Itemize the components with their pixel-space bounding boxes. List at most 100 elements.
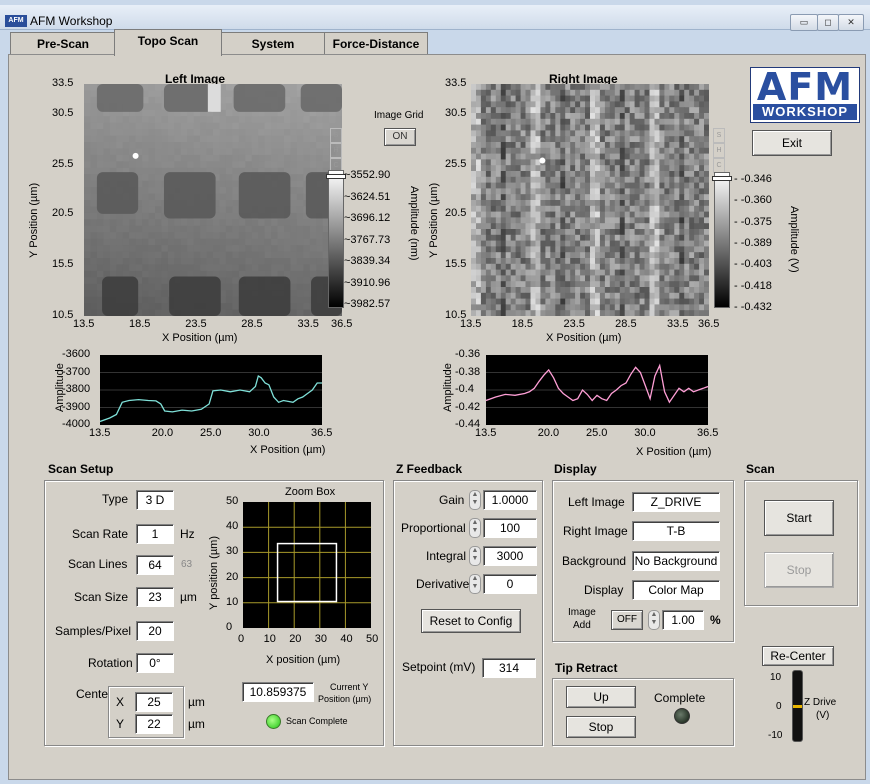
right-ytick: 33.5	[445, 77, 467, 89]
zoom-ytick: 20	[226, 570, 239, 583]
left-colorbar-slider[interactable]	[326, 174, 346, 179]
derivative-field[interactable]: 0	[483, 574, 537, 594]
right-image-plot[interactable]	[471, 84, 709, 316]
scan-lines-field[interactable]: 64	[136, 555, 174, 575]
image-grid-toggle[interactable]: ON	[384, 128, 416, 146]
close-button[interactable]: ✕	[838, 14, 864, 31]
left-image-feature	[163, 172, 216, 219]
scan-lines-label: Scan Lines	[68, 557, 128, 571]
right-xtick: 18.5	[511, 318, 534, 330]
setpoint-field[interactable]: 314	[482, 658, 536, 678]
image-add-toggle[interactable]: OFF	[611, 610, 643, 630]
close-icon: ✕	[847, 17, 855, 27]
integral-spinner[interactable]: ▲ ▼	[469, 546, 481, 566]
right-image-select-label: Right Image	[563, 524, 628, 538]
right-h-button[interactable]: H	[713, 143, 725, 158]
right-xtick: 13.5	[460, 318, 482, 330]
tab-pre-scan[interactable]: Pre-Scan	[10, 32, 116, 55]
left-image-feature	[300, 84, 342, 112]
right-ytick: 20.5	[445, 206, 467, 219]
left-ytick: 15.5	[52, 257, 74, 270]
rotation-field[interactable]: 0°	[136, 653, 174, 673]
profile-ytick: -3600	[62, 348, 91, 360]
proportional-label: Proportional	[401, 521, 466, 535]
scan-title: Scan	[746, 462, 775, 476]
profile-xtick: 30.0	[248, 427, 270, 439]
right-c-button[interactable]: C	[713, 158, 725, 173]
tab-system[interactable]: System	[220, 32, 326, 55]
profile-ytick: -0.38	[455, 365, 481, 378]
gain-field[interactable]: 1.0000	[483, 490, 537, 510]
setpoint-label: Setpoint (mV)	[402, 660, 476, 674]
left-image-select[interactable]: Z_DRIVE	[632, 492, 720, 512]
right-colorbar-title: Amplitude (V)	[788, 206, 800, 273]
left-ytick: 33.5	[52, 77, 74, 89]
right-colorbar-tick: - -0.346	[734, 173, 772, 185]
app-icon: AFM	[5, 15, 27, 27]
scan-size-field[interactable]: 23	[136, 587, 174, 607]
maximize-button[interactable]: ◻	[817, 14, 839, 31]
image-add-field[interactable]: 1.00	[662, 610, 704, 630]
reset-to-config-button[interactable]: Reset to Config	[421, 609, 521, 633]
derivative-spinner[interactable]: ▲ ▼	[469, 574, 481, 594]
image-grid-label: Image Grid	[374, 110, 424, 121]
zoom-box-title: Zoom Box	[285, 486, 336, 498]
right-colorbar-tick: - -0.432	[734, 300, 772, 313]
right-xtick: 36.5	[698, 318, 720, 330]
image-add-spinner[interactable]: ▲ ▼	[648, 610, 660, 630]
right-image-xlabel: X Position (µm)	[546, 332, 622, 344]
exit-button[interactable]: Exit	[752, 130, 832, 156]
left-image-plot[interactable]	[84, 84, 342, 316]
zoom-box-chart[interactable]	[243, 502, 371, 628]
center-y-field[interactable]: 22	[135, 714, 173, 734]
tip-stop-button[interactable]: Stop	[566, 716, 636, 738]
scan-size-label: Scan Size	[74, 590, 129, 604]
center-x-field[interactable]: 25	[135, 692, 173, 712]
right-xtick: 33.5	[667, 318, 689, 330]
current-y-field: 10.859375	[242, 682, 314, 702]
profile-right-chart	[486, 355, 708, 425]
profile-ytick: -3700	[62, 365, 91, 378]
right-colorbar-slider[interactable]	[712, 176, 732, 181]
left-image-feature	[233, 84, 286, 112]
right-s-button[interactable]: S	[713, 128, 725, 143]
zoom-ytick: 0	[226, 621, 233, 633]
scan-rate-field[interactable]: 1	[136, 524, 174, 544]
logo-top: AFM	[756, 65, 854, 109]
right-image-select[interactable]: T-B	[632, 521, 720, 541]
samples-field[interactable]: 20	[136, 621, 174, 641]
integral-field[interactable]: 3000	[483, 546, 537, 566]
display-mode-select[interactable]: Color Map	[632, 580, 720, 600]
minimize-button[interactable]: ▭	[790, 14, 818, 31]
zoom-scan-box[interactable]	[276, 542, 338, 603]
left-h-button[interactable]: H	[330, 143, 342, 158]
type-field[interactable]: 3 D	[136, 490, 174, 510]
current-y-label: Current Y	[330, 682, 369, 692]
left-colorbar-tick: ~3910.96	[344, 276, 391, 289]
image-add-label2: Add	[573, 620, 591, 631]
zoom-xtick: 50	[366, 633, 379, 645]
tab-topo-scan[interactable]: Topo Scan	[114, 29, 222, 56]
background-select[interactable]: No Background	[632, 551, 720, 571]
tab-force-distance[interactable]: Force-Distance	[324, 32, 428, 55]
left-colorbar-tick: ~3767.73	[344, 233, 391, 246]
proportional-field[interactable]: 100	[483, 518, 537, 538]
stop-scan-button[interactable]: Stop	[764, 552, 834, 588]
start-button[interactable]: Start	[764, 500, 834, 536]
left-image-feature	[96, 84, 144, 112]
profile-ytick: -4000	[62, 418, 91, 430]
profile-xtick: 30.0	[634, 427, 656, 439]
profile-right-xlabel: X Position (µm)	[636, 446, 712, 458]
right-image-spot	[539, 157, 546, 164]
maximize-icon: ◻	[824, 17, 832, 27]
image-add-label: Image	[568, 607, 596, 618]
tip-up-button[interactable]: Up	[566, 686, 636, 708]
left-image-feature	[238, 276, 291, 316]
left-s-button[interactable]: S	[330, 128, 342, 143]
zdrive-tick-top: 10	[770, 672, 782, 683]
proportional-spinner[interactable]: ▲ ▼	[469, 518, 481, 538]
gain-spinner[interactable]: ▲ ▼	[469, 490, 481, 510]
recenter-button[interactable]: Re-Center	[762, 646, 834, 666]
left-image-highlight	[207, 84, 221, 112]
zoom-xtick: 30	[314, 633, 328, 645]
